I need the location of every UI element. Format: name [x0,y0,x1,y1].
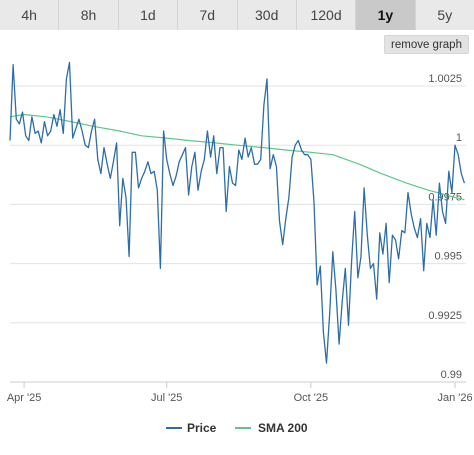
tab-4h[interactable]: 4h [0,0,60,30]
y-tick-label: 0.995 [434,251,462,263]
tab-7d[interactable]: 7d [178,0,238,30]
tab-120d[interactable]: 120d [297,0,357,30]
series-lines [9,61,466,364]
y-tick-label: 0.9925 [428,310,462,322]
tab-1y[interactable]: 1y [356,0,416,30]
legend-item-price[interactable]: Price [166,421,217,435]
sma-200-line [9,113,465,201]
x-axis: Apr '25 Jul '25 Oct '25 Jan '26 [7,381,473,404]
legend-label: SMA 200 [258,421,308,435]
timeframe-tabs: 4h 8h 1d 7d 30d 120d 1y 5y [0,0,474,30]
x-tick-label: Oct '25 [294,392,329,404]
x-tick-label: Jul '25 [151,392,182,404]
tab-5y[interactable]: 5y [437,7,453,23]
y-tick-label: 1 [456,132,462,144]
x-tick-label: Jan '26 [437,392,472,404]
legend-item-sma-200[interactable]: SMA 200 [235,421,308,435]
y-tick-label: 0.99 [441,369,462,381]
grid-lines [10,85,466,383]
y-tick-label: 0.9975 [428,191,462,203]
y-tick-label: 1.0025 [428,73,462,85]
x-tick-label: Apr '25 [7,392,42,404]
legend: Price SMA 200 [166,421,308,435]
price-line [9,61,466,364]
legend-label: Price [187,421,217,435]
tab-8h[interactable]: 8h [59,0,119,30]
remove-graph-button[interactable]: remove graph [384,35,469,54]
tab-1d[interactable]: 1d [119,0,179,30]
tab-30d[interactable]: 30d [238,0,297,30]
y-axis-labels: 1.0025 1 0.9975 0.995 0.9925 0.99 [428,73,462,381]
